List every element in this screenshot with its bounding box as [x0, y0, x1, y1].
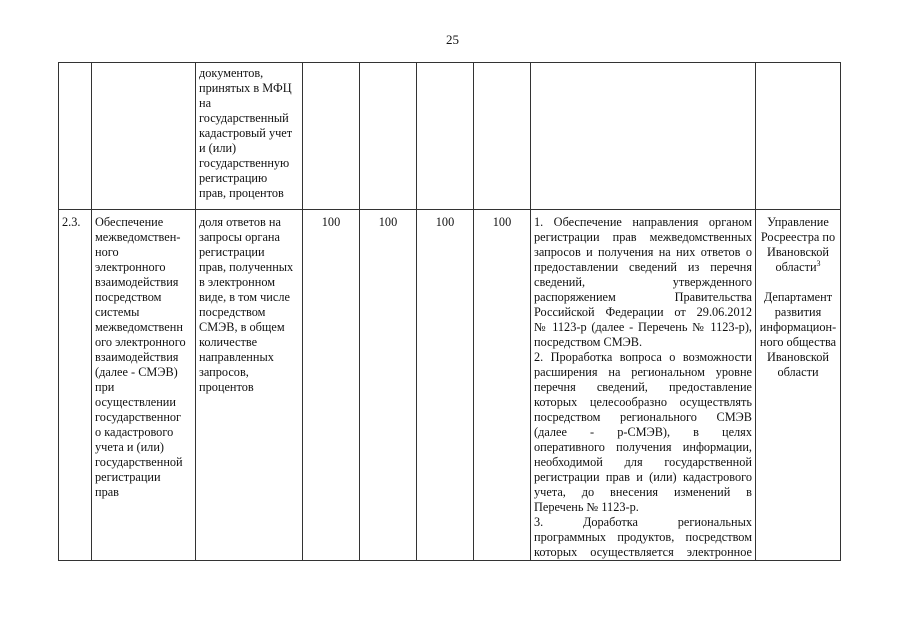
cell-task: Обеспечение межведомствен-ного электронног… — [91, 209, 196, 561]
action-text-line: предоставлении сведений из перечня — [534, 260, 752, 274]
task-text-line: межведомственн — [95, 320, 183, 334]
table-row-continued: документов, принятых в МФЦ на государственн… — [58, 62, 841, 210]
action-text-line: 1. Обеспечение направления органом — [534, 215, 752, 229]
measures-table: документов, принятых в МФЦ на государственн… — [58, 62, 841, 561]
task-text-line: прав — [95, 485, 119, 499]
action-text-line: перечня сведений, предоставление — [534, 380, 752, 394]
task-text-line: межведомствен- — [95, 230, 181, 244]
indicator-text-line: запросов, — [199, 365, 249, 379]
action-text-line: расширения на региональном уровне — [534, 365, 752, 379]
responsible-org-line: области — [777, 365, 819, 379]
cell-responsible — [755, 62, 841, 210]
action-text-line: посредством СМЭВ. — [534, 335, 643, 349]
task-text-line: о кадастрового — [95, 425, 174, 439]
indicator-text-line: доля ответов на — [199, 215, 281, 229]
indicator-text-line: запросы органа — [199, 230, 280, 244]
task-text-line: (далее - СМЭВ) — [95, 365, 178, 379]
task-text-line: осуществлении — [95, 395, 176, 409]
cell-number — [58, 62, 92, 210]
page-number: 25 — [446, 32, 459, 47]
cell-value — [416, 62, 474, 210]
responsible-org-line: информацион- — [759, 320, 837, 334]
responsible-org-line: Росреестра по — [760, 230, 836, 244]
cell-value: 100 — [359, 209, 417, 561]
indicator-text-line: количестве — [199, 335, 258, 349]
table-row-2-3: 2.3. Обеспечение межведомствен-ного электр… — [58, 209, 841, 561]
action-text-line: необходимой для государственной — [534, 455, 752, 469]
responsible-org-line: Ивановской — [767, 350, 829, 364]
cell-indicator: документов, принятых в МФЦ на государственн… — [195, 62, 303, 210]
action-text-line: запросов и получения на них ответов о — [534, 245, 752, 259]
indicator-text-line: на — [199, 96, 212, 110]
indicator-text-line: кадастровый учет — [199, 126, 293, 140]
cell-value — [302, 62, 360, 210]
cell-indicator: доля ответов на запросы органа регистрации… — [195, 209, 303, 561]
indicator-text-line: и (или) — [199, 141, 237, 155]
action-text-line: (далее - р-СМЭВ), в целях — [534, 425, 752, 439]
action-text-line: регистрации прав и (или) кадастрового — [534, 470, 752, 484]
indicator-text-line: посредством — [199, 305, 266, 319]
action-text-line: которых целесообразно осуществлять — [534, 395, 752, 409]
indicator-text-line: принятых в МФЦ — [199, 81, 292, 95]
task-text-line: электронного — [95, 260, 166, 274]
indicator-text-line: государственный — [199, 111, 289, 125]
responsible-org-line: развития — [774, 305, 822, 319]
indicator-text-line: направленных — [199, 350, 274, 364]
cell-value: 100 — [416, 209, 474, 561]
action-text-line: № 1123-р (далее - Перечень № 1123-р), — [534, 320, 752, 334]
action-text-line: 2. Проработка вопроса о возможности — [534, 350, 752, 364]
indicator-text-line: СМЭВ, в общем — [199, 320, 285, 334]
cell-number: 2.3. — [58, 209, 92, 561]
indicator-text-line: прав, процентов — [199, 186, 284, 200]
task-text-line: ного — [95, 245, 119, 259]
action-text-line: 3. Доработка региональных — [534, 515, 752, 529]
cell-actions: 1. Обеспечение направления органом регист… — [530, 209, 756, 561]
action-text-line: распоряжением Правительства — [534, 290, 752, 304]
task-text-line: Обеспечение — [95, 215, 164, 229]
cell-value: 100 — [473, 209, 531, 561]
cell-value: 100 — [302, 209, 360, 561]
task-text-line: при — [95, 380, 115, 394]
cell-value — [359, 62, 417, 210]
task-text-line: посредством — [95, 290, 162, 304]
footnote-marker: 3 — [816, 258, 821, 268]
responsible-org-line: Департамент — [763, 290, 833, 304]
action-text-line: регистрации прав межведомственных — [534, 230, 752, 244]
indicator-text-line: документов, — [199, 66, 264, 80]
indicator-text-line: государственную — [199, 156, 290, 170]
action-text-line: Российской Федерации от 29.06.2012 — [534, 305, 752, 319]
indicator-text-line: в электронном — [199, 275, 276, 289]
task-text-line: системы — [95, 305, 140, 319]
cell-value — [473, 62, 531, 210]
indicator-text-line: регистрации — [199, 245, 265, 259]
action-text-line: посредством регионального СМЭВ — [534, 410, 752, 424]
task-text-line: учета и (или) — [95, 440, 164, 454]
task-text-line: регистрации — [95, 470, 161, 484]
indicator-text-line: виде, в том числе — [199, 290, 290, 304]
task-text-line: ого электронного — [95, 335, 186, 349]
indicator-text-line: процентов — [199, 380, 254, 394]
indicator-text-line: прав, полученных — [199, 260, 294, 274]
task-text-line: государственног — [95, 410, 182, 424]
responsible-org-line: ного общества — [759, 335, 837, 349]
cell-task — [91, 62, 196, 210]
task-text-line: государственной — [95, 455, 183, 469]
cell-actions — [530, 62, 756, 210]
responsible-org-line: Управление — [767, 215, 829, 229]
task-text-line: взаимодействия — [95, 350, 179, 364]
action-text-line: оперативного получения информации, — [534, 440, 752, 454]
action-text-line: которых осуществляется электронное — [534, 545, 752, 559]
task-text-line: взаимодействия — [95, 275, 179, 289]
cell-responsible: Управление Росреестра по Ивановской области… — [755, 209, 841, 561]
responsible-org-line: Ивановской — [767, 245, 829, 259]
responsible-org-line: области3 — [775, 258, 821, 274]
indicator-text-line: регистрацию — [199, 171, 268, 185]
action-text-line: Перечень № 1123-р. — [534, 500, 639, 514]
action-text-line: сведений, утвержденного — [534, 275, 752, 289]
action-text-line: учета, до внесения изменений в — [534, 485, 752, 499]
action-text-line: программных продуктов, посредством — [534, 530, 752, 544]
